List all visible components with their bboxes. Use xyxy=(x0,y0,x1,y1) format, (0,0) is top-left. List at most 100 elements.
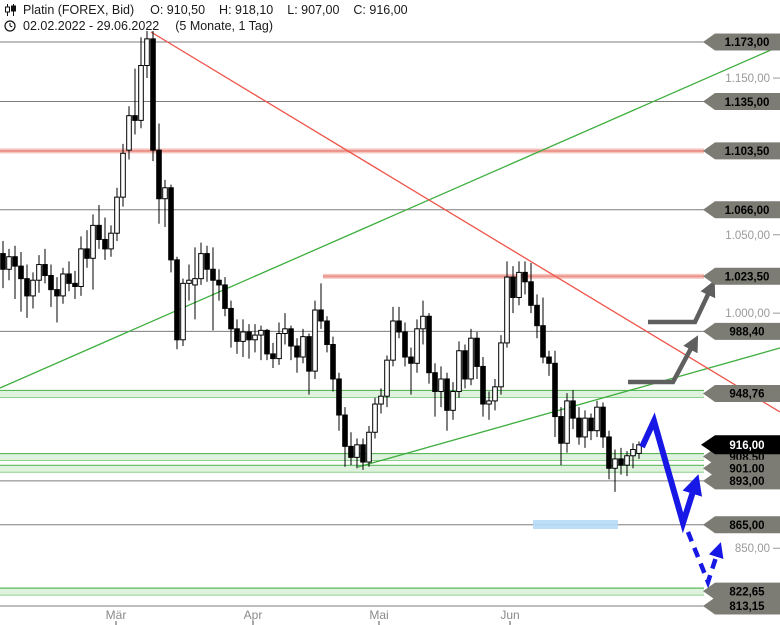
price-label-plain: 850,00 xyxy=(735,543,770,555)
candle xyxy=(354,438,360,469)
candle xyxy=(6,248,12,281)
candle-body-down xyxy=(474,337,480,367)
price-label-plain: 1.000,00 xyxy=(725,308,770,320)
candle xyxy=(0,241,6,289)
candle-body-up xyxy=(240,331,246,342)
price-badge-label: 813,15 xyxy=(729,601,765,613)
candle xyxy=(462,344,468,389)
candle xyxy=(90,214,96,290)
candle-body-up xyxy=(372,403,378,433)
low-value: L: 907,00 xyxy=(287,3,340,17)
blue-forecast-main xyxy=(639,412,703,534)
candle xyxy=(168,184,174,273)
falling-red xyxy=(150,31,780,413)
candle xyxy=(288,325,294,361)
candle-body-down xyxy=(402,331,408,358)
candle-body-up xyxy=(30,279,36,297)
candle-body-down xyxy=(606,436,612,469)
candle xyxy=(270,342,276,368)
price-badge-label: 1.135,00 xyxy=(725,97,770,109)
candle-body-down xyxy=(546,356,552,364)
candle-body-down xyxy=(72,282,78,287)
candle-body-down xyxy=(270,353,276,360)
price-level-badge xyxy=(703,142,780,160)
candle xyxy=(504,261,510,348)
candle-body-up xyxy=(366,431,372,463)
candle xyxy=(348,432,354,466)
candle xyxy=(144,31,150,79)
candle xyxy=(474,331,480,379)
month-label: Mär xyxy=(106,608,127,622)
price-badge-label: 988,40 xyxy=(729,327,764,339)
candle xyxy=(498,335,504,395)
candle xyxy=(150,31,156,162)
month-label: Mai xyxy=(369,608,388,622)
candle-body-up xyxy=(180,282,186,341)
candle xyxy=(72,270,78,300)
candle xyxy=(264,328,270,361)
price-level-badge xyxy=(703,201,780,219)
candle-body-up xyxy=(504,276,510,344)
candle-body-down xyxy=(600,406,606,438)
gray-breakout-lower xyxy=(628,335,699,385)
price-level-badge xyxy=(703,472,780,490)
price-level-badge xyxy=(703,516,780,534)
candle xyxy=(306,333,312,395)
candle xyxy=(606,430,612,480)
candle-body-down xyxy=(156,149,162,200)
blue-forecast-alt xyxy=(685,531,724,589)
candle-body-up xyxy=(630,448,636,457)
candle-body-up xyxy=(516,271,522,298)
candle xyxy=(546,350,552,376)
candle xyxy=(24,264,30,318)
candle xyxy=(174,256,180,350)
candle-body-down xyxy=(360,444,366,463)
candle-body-up xyxy=(354,444,360,458)
candle xyxy=(228,300,234,348)
candle-body-up xyxy=(252,334,258,341)
candle xyxy=(210,247,216,331)
price-level-badge xyxy=(703,322,780,340)
open-value: O: 910,50 xyxy=(150,3,206,17)
candle xyxy=(522,261,528,295)
candle xyxy=(156,123,162,224)
candle xyxy=(450,382,456,420)
candle xyxy=(180,278,186,347)
close-value: C: 916,00 xyxy=(353,3,408,17)
candle-body-down xyxy=(294,345,300,358)
candle xyxy=(60,267,66,304)
candle-body-down xyxy=(534,304,540,327)
candle xyxy=(192,247,198,320)
candle xyxy=(372,397,378,439)
candle xyxy=(600,402,606,448)
candle xyxy=(336,372,342,431)
candle xyxy=(630,443,636,469)
candle-body-up xyxy=(612,458,618,469)
candle xyxy=(480,357,486,417)
chart-header: Platin (FOREX, Bid) O: 910,50 H: 918,10 … xyxy=(4,2,422,34)
candle xyxy=(582,410,588,448)
candle-body-up xyxy=(582,417,588,438)
candle xyxy=(420,300,426,345)
price-level-badge xyxy=(703,33,780,51)
price-level-badge xyxy=(703,93,780,111)
candle-body-down xyxy=(396,320,402,333)
candlestick-icon xyxy=(5,4,16,16)
candle-body-down xyxy=(54,289,60,297)
candle-body-up xyxy=(186,279,192,284)
candle-body-up xyxy=(492,386,498,402)
candlesticks xyxy=(0,31,642,492)
candle-body-up xyxy=(414,328,420,364)
candle-body-up xyxy=(90,224,96,259)
candle xyxy=(414,319,420,373)
candle-body-down xyxy=(330,343,336,380)
candle-body-up xyxy=(144,38,150,67)
candle xyxy=(294,338,300,373)
highlight-rect xyxy=(533,520,618,529)
candle-body-up xyxy=(120,152,126,198)
price-axis-labels: 1.173,00 1.150,00 1.135,00 1.103,50 1.066,00… xyxy=(701,33,780,615)
candle-body-down xyxy=(408,356,414,364)
header-line-1: Platin (FOREX, Bid) O: 910,50 H: 918,10 … xyxy=(4,2,422,18)
candle xyxy=(594,400,600,437)
